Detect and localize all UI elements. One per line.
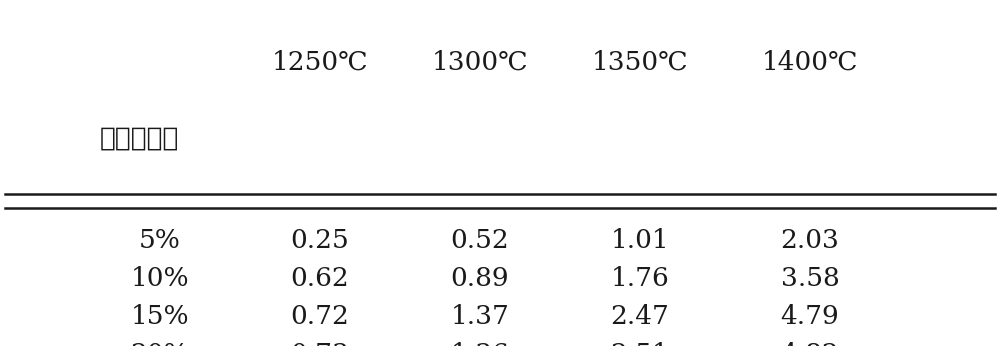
Text: 1400℃: 1400℃ bbox=[762, 50, 858, 75]
Text: 0.25: 0.25 bbox=[291, 228, 349, 253]
Text: 5%: 5% bbox=[139, 228, 181, 253]
Text: 0.72: 0.72 bbox=[291, 304, 349, 329]
Text: 3.58: 3.58 bbox=[781, 266, 839, 291]
Text: 1.76: 1.76 bbox=[611, 266, 669, 291]
Text: 2.03: 2.03 bbox=[781, 228, 839, 253]
Text: 1.36: 1.36 bbox=[451, 342, 509, 346]
Text: 1.37: 1.37 bbox=[451, 304, 509, 329]
Text: 1250℃: 1250℃ bbox=[272, 50, 368, 75]
Text: 20%: 20% bbox=[131, 342, 189, 346]
Text: 2.47: 2.47 bbox=[611, 304, 669, 329]
Text: 10%: 10% bbox=[131, 266, 189, 291]
Text: 4.82: 4.82 bbox=[781, 342, 839, 346]
Text: 0.89: 0.89 bbox=[451, 266, 509, 291]
Text: 2.51: 2.51 bbox=[611, 342, 669, 346]
Text: 15%: 15% bbox=[131, 304, 189, 329]
Text: 1300℃: 1300℃ bbox=[432, 50, 528, 75]
Text: 1.01: 1.01 bbox=[611, 228, 669, 253]
Text: 4.79: 4.79 bbox=[781, 304, 839, 329]
Text: 碳化镧含量: 碳化镧含量 bbox=[100, 126, 179, 151]
Text: 0.73: 0.73 bbox=[291, 342, 349, 346]
Text: 0.62: 0.62 bbox=[291, 266, 349, 291]
Text: 1350℃: 1350℃ bbox=[592, 50, 688, 75]
Text: 0.52: 0.52 bbox=[451, 228, 509, 253]
